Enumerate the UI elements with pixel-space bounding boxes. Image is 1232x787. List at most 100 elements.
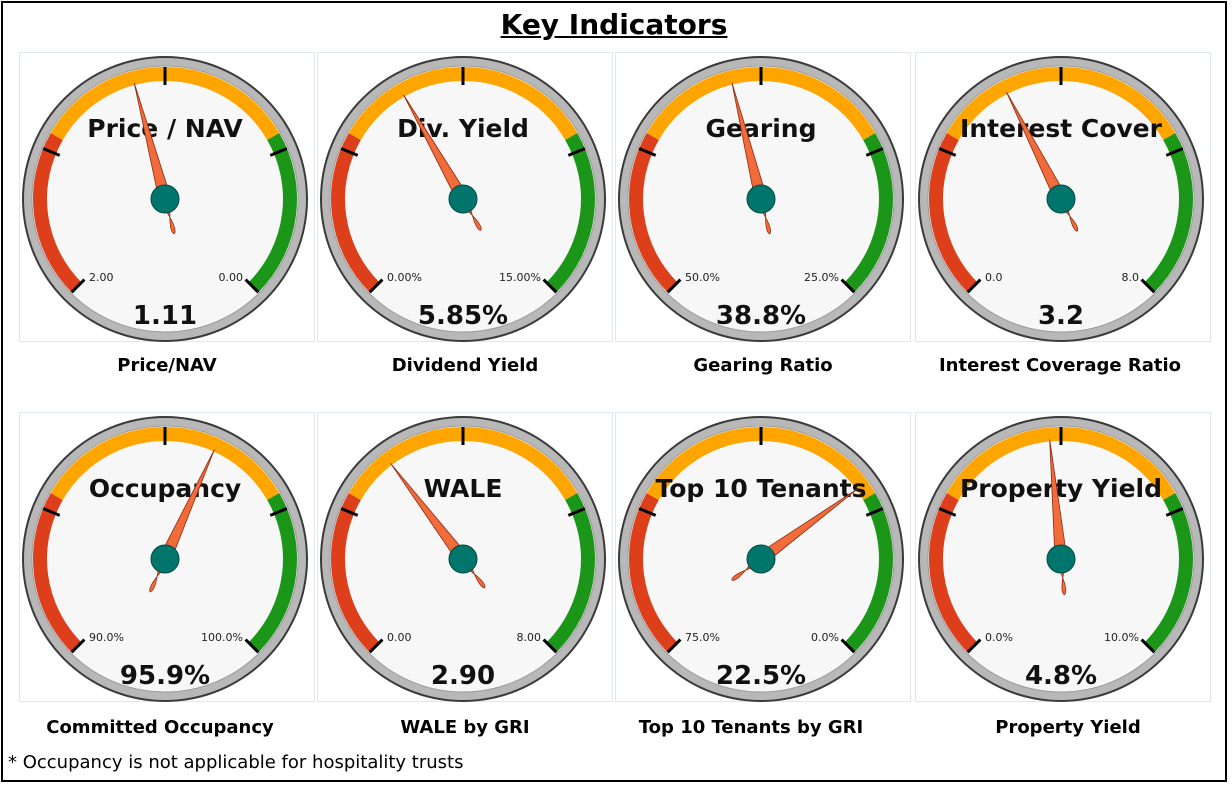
band-red xyxy=(33,493,82,653)
caption-wale: WALE by GRI xyxy=(400,717,530,738)
caption-gearing: Gearing Ratio xyxy=(693,355,833,376)
tick-mark-3 xyxy=(567,507,586,517)
gauge-value: 5.85% xyxy=(418,301,508,331)
gauge-title: Top 10 Tenants xyxy=(656,474,867,503)
tick-mark-0 xyxy=(666,278,682,294)
tick-mark-1 xyxy=(938,507,957,517)
gauge-gearing: 50.0% 25.0% Gearing 38.8% xyxy=(618,56,904,342)
tick-mark-1 xyxy=(638,147,657,157)
gauge-panel-top10-tenants: 75.0% 0.0% Top 10 Tenants 22.5% xyxy=(615,412,911,702)
tick-mark-0 xyxy=(368,638,384,654)
gauge-hub xyxy=(150,184,180,214)
tick-mark-1 xyxy=(340,147,359,157)
tick-mark-3 xyxy=(567,147,586,157)
band-green xyxy=(844,133,893,293)
tick-mark-3 xyxy=(269,507,288,517)
band-green xyxy=(546,133,595,293)
tick-mark-1 xyxy=(42,507,61,517)
gauge-top10-tenants: 75.0% 0.0% Top 10 Tenants 22.5% xyxy=(618,416,904,702)
tick-mark-0 xyxy=(368,278,384,294)
caption-price-nav: Price/NAV xyxy=(117,355,217,376)
tick-mark-3 xyxy=(865,507,884,517)
gauge-interest-cover: 0.0 8.0 Interest Cover 3.2 xyxy=(918,56,1204,342)
gauge-property-yield: 0.0% 10.0% Property Yield 4.8% xyxy=(918,416,1204,702)
tick-mark-4 xyxy=(840,278,856,294)
scale-max-label: 100.0% xyxy=(201,631,243,644)
tick-mark-4 xyxy=(542,638,558,654)
band-green xyxy=(546,493,595,653)
gauge-title: Gearing xyxy=(706,114,817,143)
gauge-value: 38.8% xyxy=(716,301,806,331)
scale-min-label: 0.00 xyxy=(387,631,412,644)
gauge-value: 2.90 xyxy=(431,661,495,691)
tick-mark-1 xyxy=(938,147,957,157)
gauge-panel-dividend-yield: 0.00% 15.00% Div. Yield 5.85% xyxy=(317,52,613,342)
band-red xyxy=(929,493,978,653)
scale-max-label: 25.0% xyxy=(804,271,839,284)
band-red xyxy=(331,493,380,653)
tick-mark-4 xyxy=(840,638,856,654)
gauge-value: 1.11 xyxy=(133,301,197,331)
tick-mark-3 xyxy=(865,147,884,157)
gauge-value: 95.9% xyxy=(120,661,210,691)
tick-mark-1 xyxy=(638,507,657,517)
scale-min-label: 0.0 xyxy=(985,271,1003,284)
tick-mark-1 xyxy=(42,147,61,157)
gauge-value: 4.8% xyxy=(1025,661,1097,691)
band-green xyxy=(844,493,893,653)
band-green xyxy=(1144,133,1193,293)
tick-mark-3 xyxy=(1165,507,1184,517)
band-red xyxy=(331,133,380,293)
scale-min-label: 90.0% xyxy=(89,631,124,644)
caption-occupancy: Committed Occupancy xyxy=(46,717,274,738)
gauge-occupancy: 90.0% 100.0% Occupancy 95.9% xyxy=(22,416,308,702)
band-green xyxy=(248,493,297,653)
scale-min-label: 75.0% xyxy=(685,631,720,644)
caption-property-yield: Property Yield xyxy=(995,717,1141,738)
gauge-title: Interest Cover xyxy=(960,114,1163,143)
gauge-panel-gearing: 50.0% 25.0% Gearing 38.8% xyxy=(615,52,911,342)
tick-mark-4 xyxy=(542,278,558,294)
gauge-panel-property-yield: 0.0% 10.0% Property Yield 4.8% xyxy=(915,412,1211,702)
gauge-title: WALE xyxy=(424,474,503,503)
gauge-hub xyxy=(746,544,776,574)
tick-mark-4 xyxy=(1140,278,1156,294)
gauge-panel-price-nav: 2.00 0.00 Price / NAV 1.11 xyxy=(19,52,315,342)
band-red xyxy=(929,133,978,293)
scale-max-label: 8.00 xyxy=(517,631,542,644)
caption-dividend-yield: Dividend Yield xyxy=(391,355,539,376)
gauge-hub xyxy=(150,544,180,574)
gauge-hub xyxy=(1046,184,1076,214)
scale-max-label: 0.0% xyxy=(811,631,839,644)
gauge-panel-occupancy: 90.0% 100.0% Occupancy 95.9% xyxy=(19,412,315,702)
tick-mark-0 xyxy=(666,638,682,654)
tick-mark-4 xyxy=(1140,638,1156,654)
tick-mark-0 xyxy=(70,638,86,654)
tick-mark-4 xyxy=(244,278,260,294)
gauge-hub xyxy=(448,544,478,574)
gauge-hub xyxy=(746,184,776,214)
page-title: Key Indicators xyxy=(500,8,728,41)
gauge-panel-wale: 0.00 8.00 WALE 2.90 xyxy=(317,412,613,702)
gauge-title: Price / NAV xyxy=(87,114,243,143)
band-red xyxy=(33,133,82,293)
scale-min-label: 50.0% xyxy=(685,271,720,284)
caption-interest-cover: Interest Coverage Ratio xyxy=(938,355,1182,376)
tick-mark-4 xyxy=(244,638,260,654)
gauge-panel-interest-cover: 0.0 8.0 Interest Cover 3.2 xyxy=(915,52,1211,342)
tick-mark-0 xyxy=(966,638,982,654)
gauge-price-nav: 2.00 0.00 Price / NAV 1.11 xyxy=(22,56,308,342)
tick-mark-0 xyxy=(966,278,982,294)
scale-min-label: 0.0% xyxy=(985,631,1013,644)
tick-mark-0 xyxy=(70,278,86,294)
scale-max-label: 10.0% xyxy=(1104,631,1139,644)
footnote: * Occupancy is not applicable for hospit… xyxy=(8,752,464,773)
tick-mark-3 xyxy=(269,147,288,157)
scale-max-label: 0.00 xyxy=(219,271,244,284)
tick-mark-1 xyxy=(340,507,359,517)
scale-max-label: 15.00% xyxy=(499,271,541,284)
band-green xyxy=(1144,493,1193,653)
tick-mark-3 xyxy=(1165,147,1184,157)
band-red xyxy=(629,133,678,293)
